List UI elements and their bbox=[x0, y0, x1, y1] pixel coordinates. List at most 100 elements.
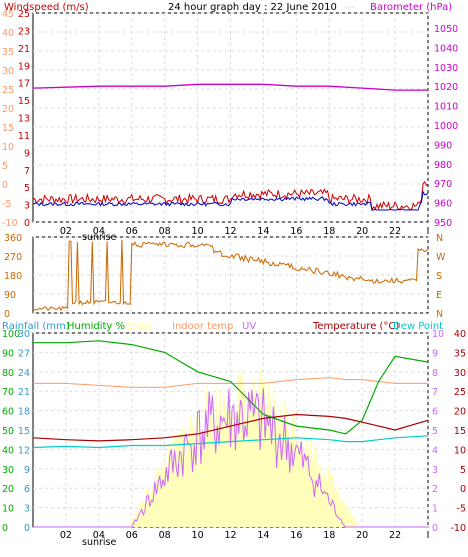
dir-right-tick: N bbox=[436, 309, 443, 320]
humidity-tick: 30 bbox=[2, 465, 14, 476]
legend-uv: UV bbox=[242, 321, 256, 332]
axis-ticks: 454035302520151050-5-1025232119171513119… bbox=[2, 9, 466, 541]
rain-tick: 0 bbox=[24, 523, 30, 534]
wind-left-tick: 40 bbox=[2, 28, 14, 39]
uv-tick: 3 bbox=[432, 465, 438, 476]
uv-tick: 6 bbox=[432, 407, 438, 418]
temp-x-tick: I bbox=[427, 530, 430, 541]
uv-tick: 2 bbox=[432, 484, 438, 495]
dir-left-tick: 270 bbox=[4, 252, 22, 263]
rain-tick: 18 bbox=[18, 407, 30, 418]
baro-tick: 960 bbox=[434, 199, 452, 210]
dir-left-tick: 0 bbox=[4, 309, 10, 320]
humidity-tick: 60 bbox=[2, 407, 14, 418]
dir-right-tick: N bbox=[436, 233, 443, 244]
wind-x-tick: 04 bbox=[93, 226, 105, 237]
wind-x-tick: 10 bbox=[192, 226, 204, 237]
baro-tick: 970 bbox=[434, 179, 452, 190]
windspeed-axis-title: Windspeed (m/s) bbox=[4, 2, 89, 13]
humidity-tick: 0 bbox=[2, 523, 8, 534]
wind-speed-tick: 15 bbox=[18, 96, 30, 107]
temp-x-tick: 22 bbox=[389, 530, 401, 541]
wind-left-tick: -10 bbox=[2, 218, 18, 229]
dir-right-tick: W bbox=[436, 252, 446, 263]
dir-right-tick: E bbox=[436, 290, 442, 301]
dir-left-tick: 360 bbox=[4, 233, 22, 244]
dir-left-tick: 180 bbox=[4, 271, 22, 282]
wind-x-tick: 18 bbox=[323, 226, 335, 237]
dir-right-tick: S bbox=[436, 271, 442, 282]
wind-x-tick: 16 bbox=[290, 226, 302, 237]
rain-tick: 15 bbox=[18, 426, 30, 437]
wind-left-tick: -5 bbox=[2, 199, 11, 210]
wind-speed-tick: 21 bbox=[18, 44, 30, 55]
wind-left-tick: 10 bbox=[2, 142, 14, 153]
legend-indoor-temp: Indoor temp bbox=[172, 321, 233, 332]
temp-x-tick: 20 bbox=[356, 530, 368, 541]
wind-speed-tick: 23 bbox=[18, 26, 30, 37]
barometer-line bbox=[32, 83, 428, 91]
humidity-tick: 40 bbox=[2, 445, 14, 456]
humidity-line bbox=[33, 340, 429, 435]
title-separator: --- bbox=[344, 2, 355, 13]
humidity-tick: 100 bbox=[2, 329, 20, 340]
temp-x-tick: 16 bbox=[290, 530, 302, 541]
grid-lines bbox=[33, 12, 429, 528]
baro-tick: 1040 bbox=[434, 43, 458, 54]
temp-tick: 5 bbox=[460, 465, 466, 476]
wind-speed-tick: 9 bbox=[24, 148, 30, 159]
temp-x-tick: 18 bbox=[323, 530, 335, 541]
dew-point-line bbox=[32, 435, 429, 449]
humidity-tick: 80 bbox=[2, 368, 14, 379]
uv-tick: 1 bbox=[432, 504, 438, 515]
uv-line bbox=[33, 388, 428, 528]
sunrise-label-bottom: sunrise bbox=[82, 537, 116, 548]
temp-x-tick: 10 bbox=[192, 530, 204, 541]
humidity-tick: 50 bbox=[2, 426, 14, 437]
wind-speed-tick: 17 bbox=[18, 79, 30, 90]
temp-x-tick: 04 bbox=[93, 530, 105, 541]
legend-dew-point: Dew Point bbox=[393, 321, 443, 332]
wind-x-tick: 12 bbox=[224, 226, 236, 237]
indoor-temp-line bbox=[33, 377, 428, 388]
wind-x-tick: 14 bbox=[257, 226, 269, 237]
temperature-line bbox=[32, 413, 429, 442]
humidity-tick: 10 bbox=[2, 504, 14, 515]
wind-x-tick: 08 bbox=[159, 226, 171, 237]
temp-tick: 15 bbox=[454, 426, 466, 437]
uv-tick: 4 bbox=[432, 445, 438, 456]
temp-tick: 10 bbox=[454, 445, 466, 456]
uv-tick: 10 bbox=[432, 329, 444, 340]
legend-humidity: Humidity % bbox=[67, 321, 125, 332]
temp-tick: 30 bbox=[454, 368, 466, 379]
legend-temperature: Temperature (°C) bbox=[312, 321, 399, 332]
temp-x-tick: 02 bbox=[60, 530, 72, 541]
temp-tick: -10 bbox=[450, 523, 466, 534]
wind-left-tick: 30 bbox=[2, 66, 14, 77]
sunrise-label-top: sunrise bbox=[82, 232, 116, 243]
wind-x-tick: 20 bbox=[356, 226, 368, 237]
temp-x-tick: 06 bbox=[126, 530, 138, 541]
temp-tick: 0 bbox=[460, 484, 466, 495]
uv-tick: 0 bbox=[432, 523, 438, 534]
barometer-axis-title: Barometer (hPa) bbox=[370, 2, 452, 13]
uv-tick: 5 bbox=[432, 426, 438, 437]
baro-tick: 980 bbox=[434, 160, 452, 171]
rain-tick: 24 bbox=[18, 368, 30, 379]
temp-tick: 40 bbox=[454, 329, 466, 340]
wind-gust-line bbox=[32, 181, 429, 212]
temp-tick: -5 bbox=[457, 504, 466, 515]
wind-direction-line bbox=[32, 239, 429, 312]
uv-tick: 7 bbox=[432, 387, 438, 398]
wind-speed-tick: 11 bbox=[18, 131, 30, 142]
wind-speed-tick: 13 bbox=[18, 114, 30, 125]
series-lines bbox=[32, 83, 429, 528]
wind-x-tick: I bbox=[427, 226, 430, 237]
uv-tick: 9 bbox=[432, 348, 438, 359]
baro-tick: 990 bbox=[434, 140, 452, 151]
temp-x-tick: 08 bbox=[159, 530, 171, 541]
temp-tick: 25 bbox=[454, 387, 466, 398]
wind-left-tick: 45 bbox=[2, 9, 14, 20]
solar-area bbox=[128, 366, 359, 527]
